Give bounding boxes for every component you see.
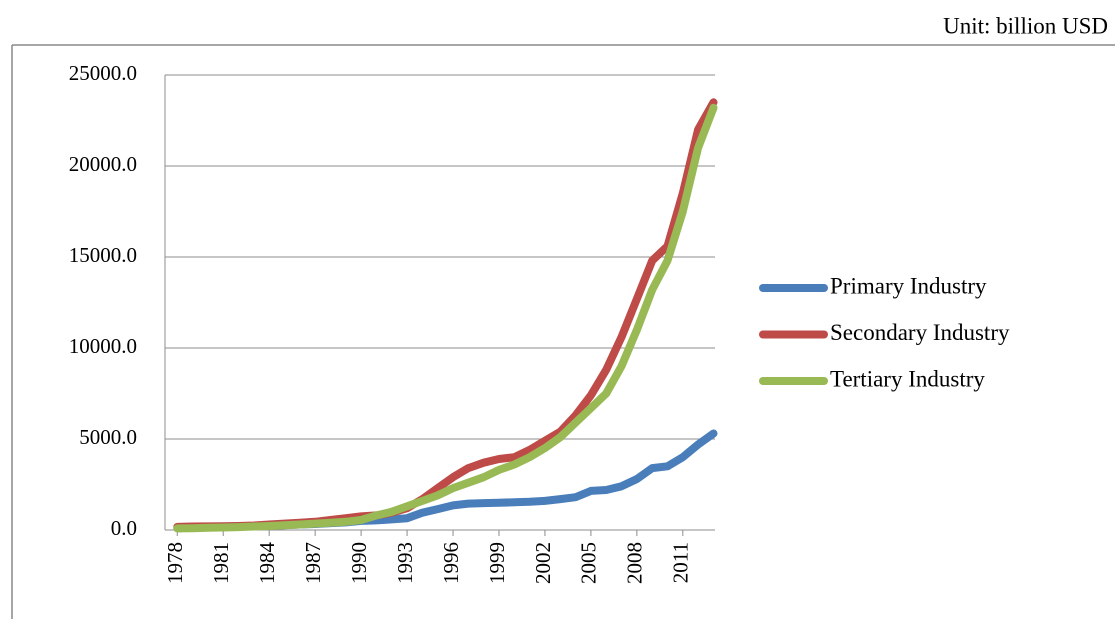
legend-label: Primary Industry	[830, 273, 987, 298]
x-tick-label: 2002	[531, 542, 555, 584]
x-tick-label: 2011	[669, 542, 693, 583]
series-line	[173, 103, 718, 533]
y-tick-label: 10000.0	[69, 334, 137, 358]
unit-label: Unit: billion USD	[943, 13, 1108, 38]
x-tick-label: 2008	[623, 542, 647, 584]
legend-label: Tertiary Industry	[830, 366, 985, 391]
x-tick-label: 1984	[255, 542, 279, 585]
x-tick-label: 1981	[209, 542, 233, 584]
legend-label: Secondary Industry	[830, 320, 1010, 345]
x-tick-label: 1993	[393, 542, 417, 584]
y-tick-label: 5000.0	[79, 425, 137, 449]
x-tick-label: 1996	[439, 542, 463, 584]
x-tick-label: 1990	[347, 542, 371, 584]
x-tick-label: 1987	[301, 542, 325, 584]
x-tick-label: 1999	[485, 542, 509, 584]
y-tick-label: 25000.0	[69, 61, 137, 85]
x-tick-label: 1978	[163, 542, 187, 584]
y-tick-label: 20000.0	[69, 152, 137, 176]
x-tick-label: 2005	[577, 542, 601, 584]
y-tick-label: 0.0	[111, 516, 137, 540]
y-tick-label: 15000.0	[69, 243, 137, 267]
